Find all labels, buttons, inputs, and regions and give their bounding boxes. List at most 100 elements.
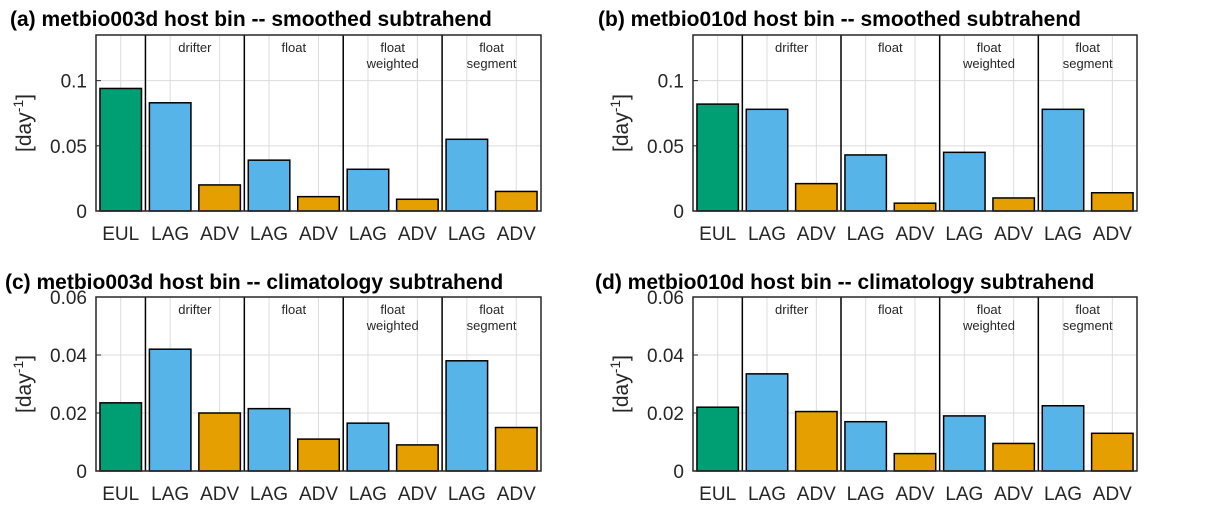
bar-adv-4 bbox=[296, 195, 341, 212]
panel-c: drifter float floatweightedfloatsegment00.… bbox=[5, 271, 542, 505]
axes-box bbox=[95, 34, 542, 212]
x-tick-label: LAG bbox=[448, 484, 486, 505]
axes-box bbox=[692, 34, 1138, 212]
group-label: segment bbox=[1063, 318, 1113, 333]
x-tick-label: LAG bbox=[748, 484, 786, 505]
y-tick-label: 0.04 bbox=[50, 346, 87, 367]
x-tick-label: ADV bbox=[1093, 484, 1132, 505]
y-axis-label: [day-1] bbox=[10, 355, 36, 413]
x-tick-label: LAG bbox=[847, 484, 885, 505]
x-tick-label: LAG bbox=[151, 484, 189, 505]
bar-lag-1 bbox=[745, 373, 789, 472]
x-tick-label: ADV bbox=[797, 484, 836, 505]
y-tick-label: 0.1 bbox=[61, 72, 87, 93]
bar-lag-3 bbox=[247, 407, 291, 472]
x-tick-label: ADV bbox=[895, 484, 934, 505]
x-tick-label: ADV bbox=[299, 484, 338, 505]
x-tick-label: LAG bbox=[250, 224, 288, 245]
bar-lag-1 bbox=[148, 348, 192, 472]
bar-lag-3 bbox=[247, 159, 291, 212]
bar-lag-1 bbox=[745, 108, 789, 212]
bar-adv-2 bbox=[794, 410, 838, 472]
x-tick-label: ADV bbox=[398, 224, 437, 245]
x-tick-label: LAG bbox=[847, 224, 885, 245]
bar-lag-5 bbox=[346, 422, 390, 472]
y-tick-label: 0.04 bbox=[647, 346, 684, 367]
y-axis-label: [day-1] bbox=[607, 94, 633, 152]
bar-eul-0 bbox=[99, 402, 143, 472]
x-tick-label: LAG bbox=[945, 484, 983, 505]
bar-lag-5 bbox=[942, 151, 986, 212]
y-tick-label: 0.02 bbox=[647, 404, 684, 425]
x-tick-label: ADV bbox=[497, 484, 536, 505]
bar-lag-5 bbox=[346, 168, 390, 212]
x-tick-label: ADV bbox=[994, 224, 1033, 245]
group-label: float bbox=[380, 40, 405, 55]
group-label: drifter bbox=[775, 40, 809, 55]
y-tick-label: 0 bbox=[76, 202, 87, 223]
group-label: float bbox=[281, 302, 306, 317]
bar-adv-4 bbox=[893, 452, 937, 472]
group-label: weighted bbox=[366, 56, 419, 71]
x-tick-label: EUL bbox=[102, 224, 139, 245]
panel-d: drifter float floatweightedfloatsegment00.… bbox=[595, 271, 1138, 505]
bar-eul-0 bbox=[99, 87, 143, 212]
bar-lag-7 bbox=[445, 138, 489, 212]
bar-adv-8 bbox=[1090, 191, 1134, 212]
group-label: float bbox=[479, 302, 504, 317]
x-tick-label: LAG bbox=[1044, 224, 1082, 245]
group-label: float bbox=[878, 302, 903, 317]
x-tick-label: ADV bbox=[200, 224, 239, 245]
x-tick-label: LAG bbox=[1044, 484, 1082, 505]
bar-lag-7 bbox=[1041, 108, 1085, 212]
y-tick-label: 0.02 bbox=[50, 404, 87, 425]
group-label: weighted bbox=[366, 318, 419, 333]
group-label: float bbox=[1075, 302, 1100, 317]
group-label: float bbox=[281, 40, 306, 55]
group-label: drifter bbox=[178, 40, 212, 55]
x-tick-label: ADV bbox=[895, 224, 934, 245]
x-tick-label: ADV bbox=[398, 484, 437, 505]
bar-adv-4 bbox=[296, 438, 341, 472]
panel-title: (d) metbio010d host bin -- climatology s… bbox=[595, 271, 1094, 294]
x-tick-label: EUL bbox=[699, 224, 736, 245]
y-axis-label: [day-1] bbox=[607, 355, 633, 413]
bar-lag-3 bbox=[844, 420, 888, 472]
y-tick-label: 0.06 bbox=[647, 288, 684, 309]
group-label: float bbox=[479, 40, 504, 55]
axes-box bbox=[95, 296, 542, 472]
x-tick-label: ADV bbox=[797, 224, 836, 245]
bar-adv-8 bbox=[1090, 432, 1134, 472]
y-tick-label: 0 bbox=[76, 462, 87, 483]
bar-adv-6 bbox=[992, 197, 1036, 212]
bar-adv-2 bbox=[198, 412, 242, 472]
panel-a: drifter float floatweightedfloatsegment00.… bbox=[10, 8, 542, 245]
y-tick-label: 0.05 bbox=[647, 137, 684, 158]
x-tick-label: LAG bbox=[250, 484, 288, 505]
x-tick-label: EUL bbox=[102, 484, 139, 505]
bar-lag-7 bbox=[1041, 405, 1085, 472]
x-tick-label: ADV bbox=[299, 224, 338, 245]
group-label: float bbox=[1075, 40, 1100, 55]
x-tick-label: ADV bbox=[497, 224, 536, 245]
x-tick-label: LAG bbox=[349, 224, 387, 245]
bar-lag-7 bbox=[445, 360, 489, 472]
group-label: float bbox=[380, 302, 405, 317]
x-tick-label: ADV bbox=[994, 484, 1033, 505]
group-label: float bbox=[977, 302, 1002, 317]
bar-adv-2 bbox=[198, 184, 242, 212]
bar-adv-8 bbox=[494, 190, 538, 212]
group-label: segment bbox=[467, 56, 517, 71]
group-label: float bbox=[977, 40, 1002, 55]
y-tick-label: 0 bbox=[673, 202, 684, 223]
panel-title: (b) metbio010d host bin -- smoothed subt… bbox=[598, 8, 1081, 31]
bar-adv-8 bbox=[494, 426, 538, 472]
y-axis-label: [day-1] bbox=[10, 94, 36, 152]
group-label: drifter bbox=[775, 302, 809, 317]
y-tick-label: 0.05 bbox=[50, 137, 87, 158]
bar-eul-0 bbox=[696, 406, 740, 472]
panel-title: (c) metbio003d host bin -- climatology s… bbox=[5, 271, 503, 294]
x-tick-label: LAG bbox=[151, 224, 189, 245]
y-tick-label: 0.1 bbox=[658, 72, 684, 93]
